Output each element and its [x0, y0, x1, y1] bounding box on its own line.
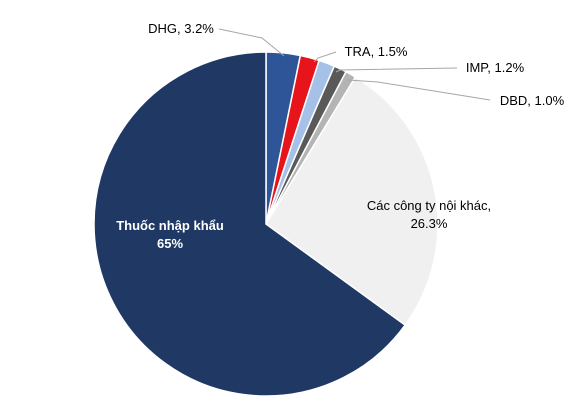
pie-slice-thuoc-nhap-khau	[93, 51, 407, 397]
label-dbd: DBD, 1.0%	[500, 93, 565, 108]
pie-slice-cac-cong-ty-noi-khac	[265, 76, 439, 327]
slice-labels: DHG, 3.2% TRA, 1.5% IMP, 1.2% DBD, 1.0% …	[116, 21, 564, 251]
label-imported-name: Thuốc nhập khẩu	[116, 218, 224, 233]
label-dhg: DHG, 3.2%	[148, 21, 214, 36]
label-tra: TRA, 1.5%	[345, 44, 408, 59]
label-imported-value: 65%	[157, 236, 183, 251]
label-imp: IMP, 1.2%	[466, 60, 525, 75]
leader-imp	[335, 67, 458, 73]
leader-dhg	[218, 28, 285, 57]
leader-dbd	[347, 79, 491, 101]
label-other-domestic-value: 26.3%	[411, 216, 448, 231]
pie-slices	[93, 51, 439, 397]
leader-tra	[313, 51, 337, 63]
leader-lines	[218, 28, 491, 101]
label-other-domestic-name: Các công ty nội khác,	[367, 198, 491, 213]
